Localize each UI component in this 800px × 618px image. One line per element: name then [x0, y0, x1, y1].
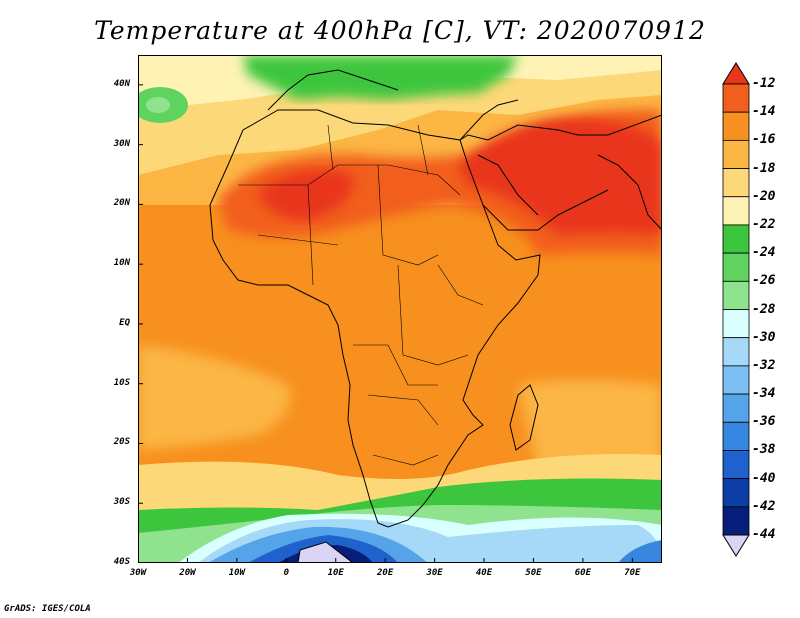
colorbar-box [722, 365, 750, 395]
lon-tick-label: 30E [426, 568, 443, 578]
colorbar-box [722, 393, 750, 423]
lat-tick-label: 30N [113, 138, 130, 149]
colorbar-box [722, 309, 750, 339]
field-south-east-blue [618, 540, 662, 563]
colorbar-label: -16 [752, 132, 776, 148]
lat-tick-label: 20S [113, 437, 130, 448]
colorbar-label: -24 [752, 245, 776, 261]
colorbar-box [722, 224, 750, 254]
colorbar-box [722, 506, 750, 536]
lon-tick-label: 20W [179, 568, 196, 578]
colorbar-bottom-arrow [722, 534, 750, 557]
field-hot-arabia [458, 118, 662, 235]
map-frame [138, 55, 662, 563]
country-borders [238, 124, 484, 466]
lat-tick-label: 30S [113, 497, 130, 508]
colorbar-box [722, 280, 750, 310]
coastlines [209, 69, 662, 528]
colorbar-box [722, 421, 750, 451]
lat-tick-label: 40S [113, 557, 130, 567]
field-south-pale [138, 345, 290, 450]
colorbar-box [722, 252, 750, 282]
colorbar-box [722, 168, 750, 198]
colorbar-label: -34 [752, 386, 776, 402]
colorbar-label: -42 [752, 498, 776, 514]
colorbar-label: -14 [752, 104, 776, 120]
colorbar-label: -28 [752, 301, 776, 317]
colorbar-box [722, 196, 750, 226]
lon-tick-label: 10E [327, 568, 344, 578]
colorbar-label: -40 [752, 470, 776, 486]
colorbar-label: -22 [752, 216, 776, 232]
colorbar-label: -36 [752, 414, 776, 430]
field-hot-sahara [258, 170, 354, 220]
colorbar-box [722, 111, 750, 141]
colorbar-box [722, 450, 750, 480]
lat-tick-label: EQ [119, 317, 130, 328]
colorbar-label: -44 [752, 527, 776, 542]
colorbar-box [722, 139, 750, 169]
map-title: Temperature at 400hPa [C], VT: 202007091… [94, 16, 706, 45]
colorbar-box [722, 478, 750, 508]
colorbar-top-arrow [722, 62, 750, 85]
lon-tick-label: 10W [228, 568, 245, 578]
lon-tick-label: 0 [283, 568, 289, 578]
colorbar-label: -30 [752, 329, 776, 345]
colorbar-box [722, 83, 750, 113]
field-green-med [243, 55, 518, 100]
field-south-lavender [297, 541, 354, 563]
lon-tick-label: 40E [475, 568, 493, 578]
temperature-map [138, 55, 662, 563]
credit-label: GrADS: IGES/COLA [4, 604, 91, 614]
colorbar-label: -18 [752, 160, 776, 176]
map-tick-marks [138, 84, 633, 563]
colorbar-label: -32 [752, 357, 776, 373]
lat-tick-label: 20N [113, 198, 130, 209]
colorbar-label: -26 [752, 273, 776, 289]
lon-tick-label: 20E [377, 568, 394, 578]
lon-tick-label: 30W [129, 568, 147, 578]
lon-tick-label: 50E [525, 568, 542, 578]
field-green-atl-core [146, 97, 170, 113]
lat-tick-label: 40N [113, 78, 130, 89]
lat-tick-label: 10S [113, 377, 130, 388]
lon-tick-label: 60E [574, 568, 592, 578]
colorbar-label: -12 [752, 76, 776, 91]
lon-tick-label: 70E [624, 568, 641, 578]
colorbar-box [722, 337, 750, 367]
colorbar-label: -20 [752, 188, 776, 204]
colorbar [722, 62, 750, 557]
colorbar-label: -38 [752, 442, 776, 458]
lat-tick-label: 10N [113, 258, 130, 269]
